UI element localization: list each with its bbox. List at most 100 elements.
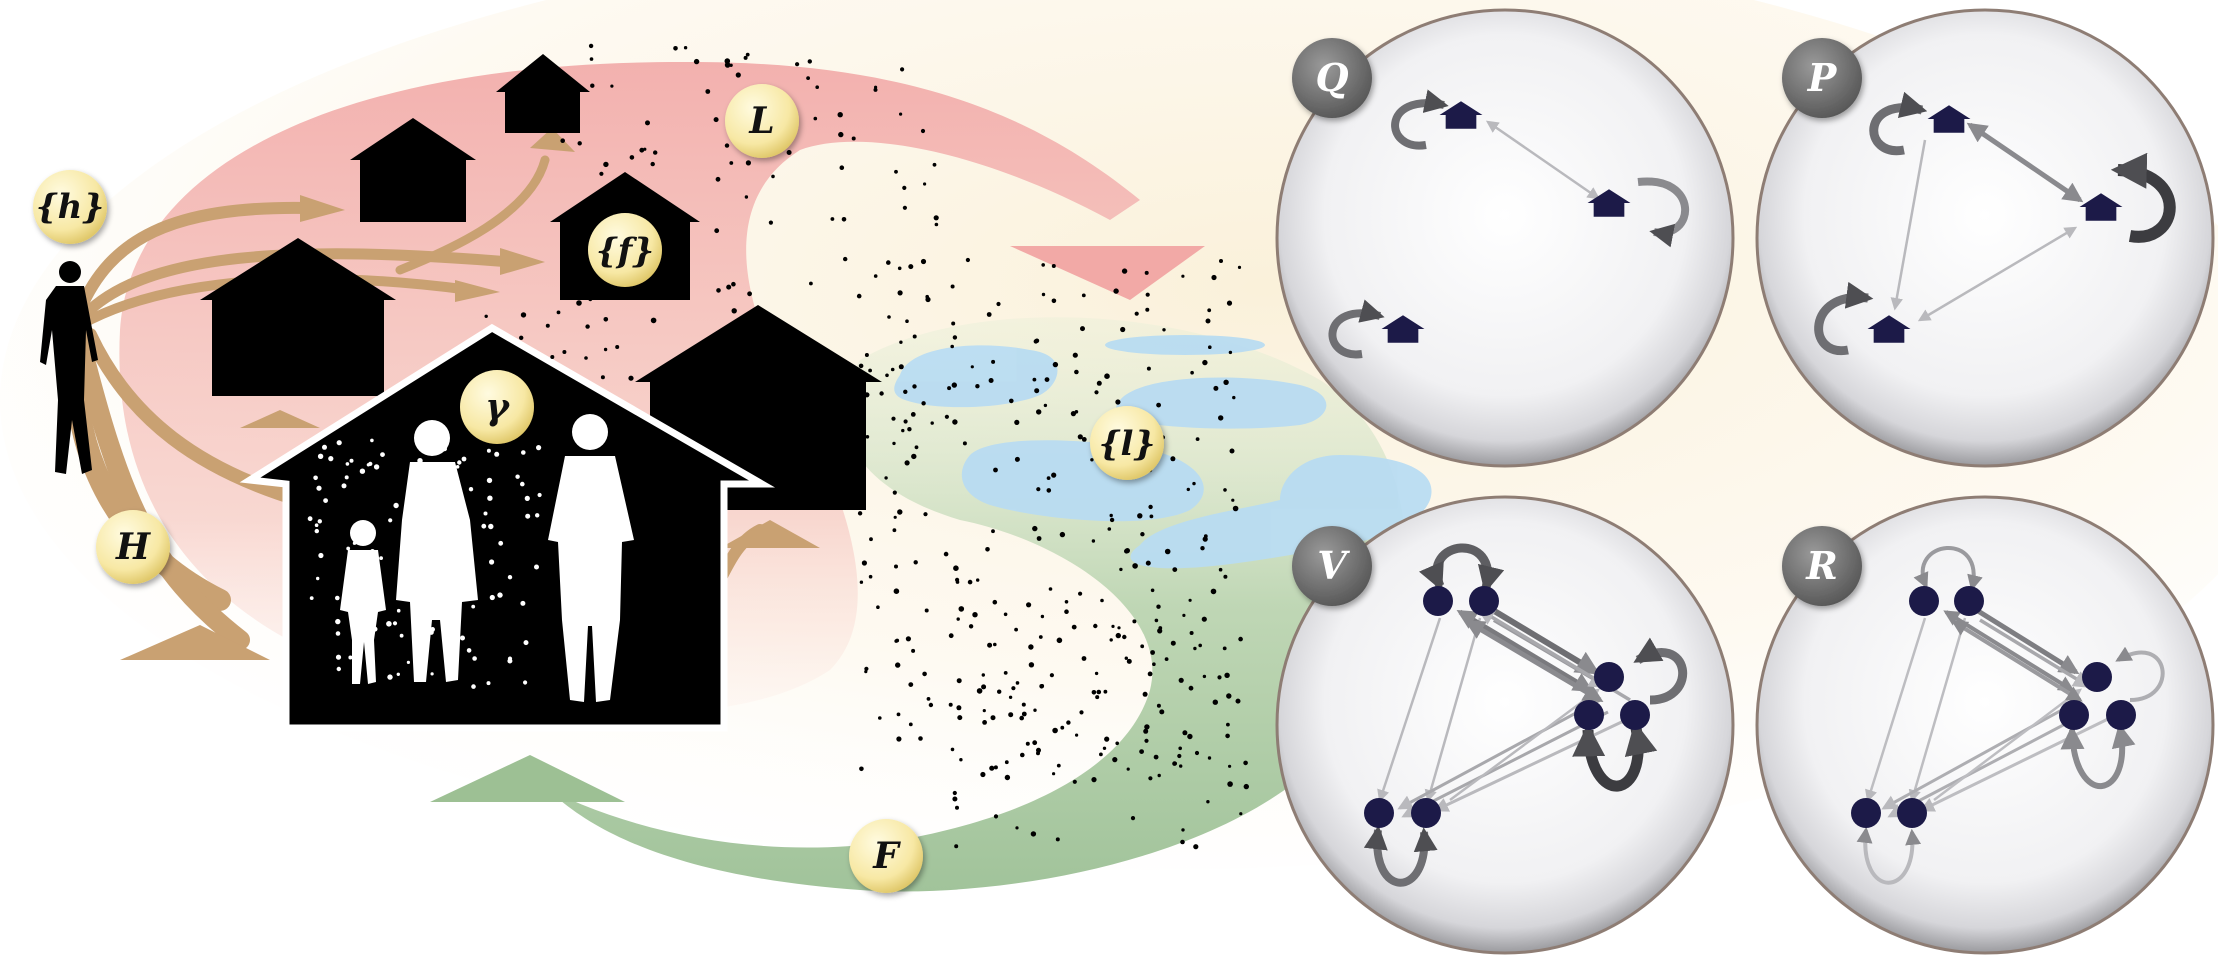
pathogen-dot	[1232, 395, 1236, 400]
pathogen-dot	[1144, 724, 1150, 730]
pathogen-dot	[1148, 504, 1153, 510]
pathogen-dot	[1205, 318, 1211, 324]
speckle-dot	[487, 495, 493, 501]
pathogen-dot	[954, 844, 959, 849]
pathogen-dot	[987, 642, 993, 648]
pathogen-dot	[1192, 481, 1196, 486]
pathogen-dot	[947, 386, 952, 391]
pathogen-dot	[1079, 710, 1084, 715]
badge-f-set: {f}	[588, 213, 662, 287]
movement-arrowheads	[120, 128, 820, 660]
pathogen-dot	[1124, 548, 1129, 554]
pathogen-dot	[1237, 265, 1242, 269]
pathogen-dot	[1033, 708, 1037, 712]
pathogen-dot	[856, 293, 862, 299]
pathogen-dot	[1040, 684, 1045, 688]
speckle-dot	[314, 523, 319, 527]
pathogen-dot	[1213, 385, 1219, 391]
pathogen-dot	[928, 702, 934, 708]
pathogen-dot	[1181, 274, 1185, 278]
pathogen-dot	[771, 174, 775, 179]
pathogen-dot	[585, 324, 590, 329]
speckle-dot	[346, 546, 351, 551]
speckle-dot	[341, 483, 347, 489]
panel-r-label: R	[1805, 543, 1838, 588]
pathogen-dot	[588, 43, 594, 49]
pathogen-dot	[716, 288, 721, 293]
speckle-dot	[486, 477, 493, 484]
pathogen-dot	[1226, 300, 1233, 306]
speckle-dot	[534, 564, 539, 570]
pathogen-dot	[1149, 514, 1154, 519]
pathogen-dot	[735, 72, 741, 78]
pathogen-dot	[992, 599, 998, 605]
pathogen-dot	[560, 138, 565, 143]
pathogen-dot	[1036, 409, 1042, 415]
pathogen-dot	[615, 345, 620, 349]
pathogen-dot	[1014, 419, 1020, 425]
speckle-dot	[370, 438, 374, 443]
pathogen-dot	[901, 428, 905, 433]
pathogen-dot	[1056, 637, 1063, 644]
pathogen-dot	[1146, 366, 1151, 371]
pathogen-dot	[893, 588, 900, 594]
pathogen-dot	[965, 257, 971, 263]
pathogen-dot	[1195, 437, 1200, 441]
pathogen-dot	[693, 58, 700, 65]
speckle-dot	[466, 648, 472, 653]
speckle-dot	[317, 519, 322, 524]
pathogen-dot	[925, 294, 929, 299]
pathogen-dot	[1117, 626, 1121, 630]
pathogen-dot	[899, 112, 903, 116]
pathogen-dot	[815, 85, 819, 89]
pathogen-dot	[1132, 563, 1138, 569]
pathogen-dot	[902, 205, 908, 210]
speckle-dot	[344, 475, 349, 480]
pathogen-dot	[484, 314, 488, 318]
speckle-dot	[515, 474, 520, 479]
pathogen-dot	[1119, 567, 1123, 572]
pathogen-dot	[1080, 326, 1085, 332]
pathogen-dot	[745, 160, 752, 166]
pathogen-dot	[1052, 361, 1059, 368]
speckle-dot	[523, 680, 528, 685]
pathogen-dot	[1020, 752, 1025, 758]
pathogen-dot	[1218, 415, 1224, 421]
pathogen-dot	[926, 697, 931, 701]
pathogen-dot	[1164, 657, 1169, 661]
pathogen-dot	[683, 46, 688, 50]
pathogen-dot	[1081, 656, 1087, 661]
pathogen-dot	[1223, 379, 1229, 385]
pathogen-dot	[603, 289, 609, 295]
pathogen-dot	[839, 165, 845, 170]
pathogen-dot	[1243, 760, 1248, 766]
pathogen-dot	[894, 564, 898, 569]
pathogen-dot	[968, 624, 974, 629]
speckle-dot	[457, 460, 462, 465]
person-silhouette-icon	[40, 261, 98, 474]
pathogen-dot	[950, 747, 955, 752]
pathogen-dot	[851, 136, 856, 141]
pathogen-dot	[1064, 609, 1069, 614]
pathogen-dot	[955, 580, 960, 584]
pathogen-dot	[1043, 403, 1048, 408]
pathogen-dot	[1193, 646, 1197, 651]
speckle-dot	[507, 658, 513, 664]
pathogen-dot	[1179, 764, 1183, 768]
pathogen-dot	[1008, 695, 1013, 699]
pathogen-dot	[993, 467, 998, 473]
pathogen-dot	[1232, 505, 1239, 512]
person-silhouette-icon	[340, 414, 634, 702]
pathogen-dot	[650, 317, 657, 324]
pathogen-dot	[1041, 263, 1045, 267]
pathogen-dot	[1109, 638, 1113, 642]
pathogen-dot	[920, 128, 926, 134]
pathogen-dot	[895, 638, 900, 643]
pathogen-dot	[1015, 826, 1019, 830]
pathogen-dot	[953, 565, 959, 571]
pathogen-dot	[908, 682, 914, 687]
pathogen-dot	[1164, 548, 1171, 555]
pathogen-dot	[923, 182, 927, 186]
pathogen-dot	[956, 617, 960, 621]
badge-l-set: {l}	[1090, 406, 1164, 480]
